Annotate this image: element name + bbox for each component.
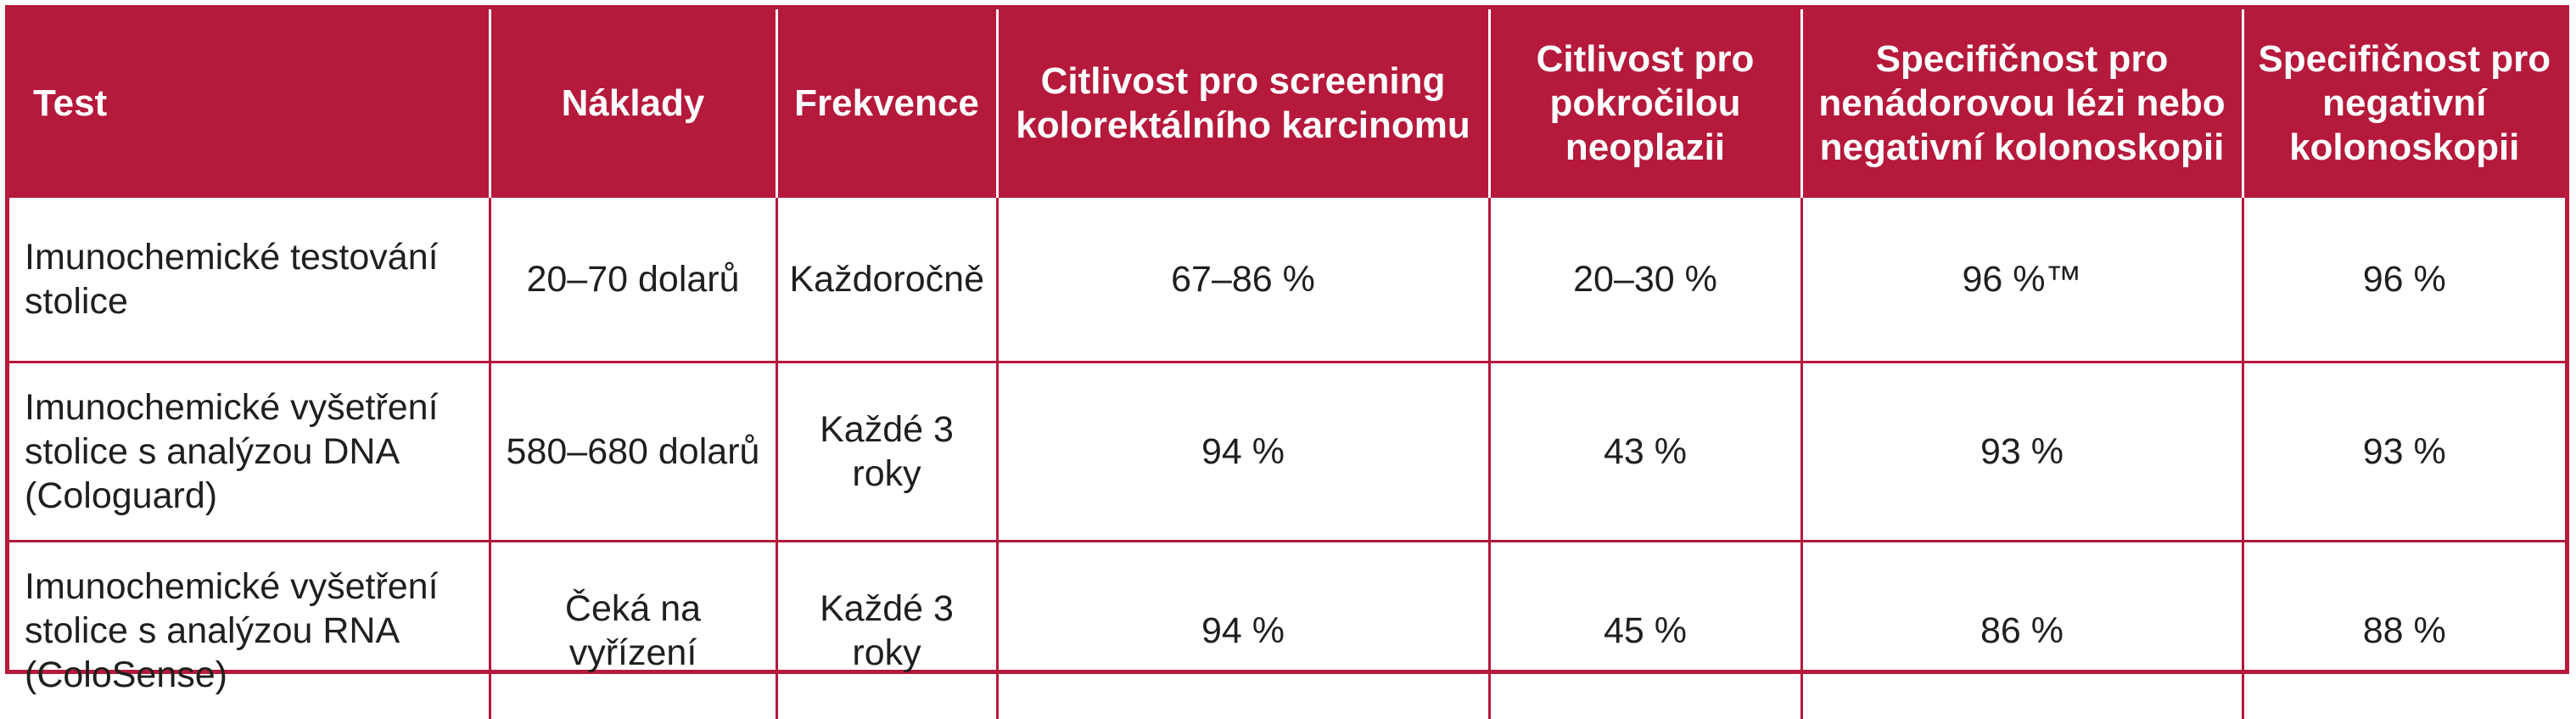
cell-frequency: Každoročně [776, 198, 997, 362]
cell-negative-colonoscopy-specificity: 96 % [2243, 198, 2565, 362]
cell-test: Imunochemické vyšetření stolice s analýz… [9, 542, 490, 719]
cell-test: Imunochemické vyšetření stolice s analýz… [9, 362, 490, 542]
cell-negative-colonoscopy-specificity: 93 % [2243, 362, 2565, 542]
cell-advanced-neoplasia-sensitivity: 20–30 % [1489, 198, 1801, 362]
cell-nonneoplastic-specificity: 86 % [1801, 542, 2243, 719]
cell-frequency: Každé 3 roky [776, 362, 997, 542]
header-nonneoplastic-specificity: Specifičnost pro nenádorovou lézi nebo n… [1801, 9, 2243, 198]
table-row: Imunochemické vyšetření stolice s analýz… [9, 542, 2565, 719]
cell-advanced-neoplasia-sensitivity: 43 % [1489, 362, 1801, 542]
header-advanced-neoplasia-sensitivity: Citlivost pro pokročilou neoplazii [1489, 9, 1801, 198]
header-frequency: Frekvence [776, 9, 997, 198]
header-cost: Náklady [490, 9, 776, 198]
header-negative-colonoscopy-specificity: Specifičnost pro negativní kolonoskopii [2243, 9, 2565, 198]
table-row: Imunochemické vyšetření stolice s analýz… [9, 362, 2565, 542]
cell-nonneoplastic-specificity: 93 % [1801, 362, 2243, 542]
cell-nonneoplastic-specificity: 96 %™ [1801, 198, 2243, 362]
header-crc-sensitivity: Citlivost pro screening kolorektálního k… [997, 9, 1489, 198]
cell-negative-colonoscopy-specificity: 88 % [2243, 542, 2565, 719]
header-test: Test [9, 9, 490, 198]
cell-cost: Čeká na vyřízení [490, 542, 776, 719]
cell-test: Imunochemické testování stolice [9, 198, 490, 362]
cell-advanced-neoplasia-sensitivity: 45 % [1489, 542, 1801, 719]
cell-crc-sensitivity: 94 % [997, 542, 1489, 719]
table-row: Imunochemické testování stolice 20–70 do… [9, 198, 2565, 362]
screening-tests-table: Test Náklady Frekvence Citlivost pro scr… [9, 9, 2565, 719]
cell-cost: 20–70 dolarů [490, 198, 776, 362]
cell-cost: 580–680 dolarů [490, 362, 776, 542]
cell-crc-sensitivity: 67–86 % [997, 198, 1489, 362]
screening-tests-table-frame: Test Náklady Frekvence Citlivost pro scr… [5, 5, 2569, 674]
cell-crc-sensitivity: 94 % [997, 362, 1489, 542]
header-row: Test Náklady Frekvence Citlivost pro scr… [9, 9, 2565, 198]
cell-frequency: Každé 3 roky [776, 542, 997, 719]
